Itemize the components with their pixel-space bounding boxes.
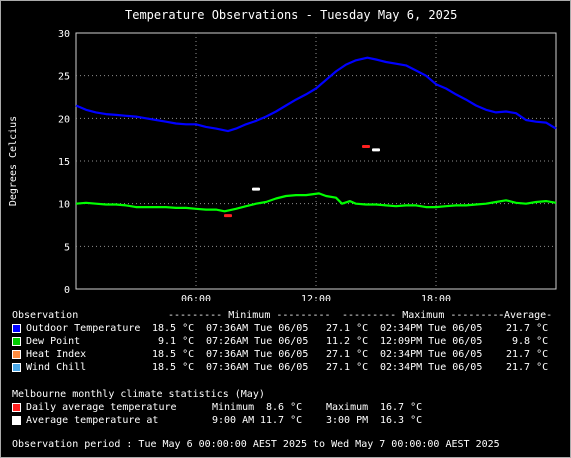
row-name: Dew Point [26, 336, 81, 347]
climate-col1-label: Minimum [212, 402, 255, 413]
climate-swatch [12, 403, 21, 412]
y-axis-label: Degrees Celcius [8, 116, 19, 206]
row-min-time: 07:36AM Tue 06/05 [206, 323, 309, 334]
table-header-minimum: --------- Minimum --------- [168, 310, 331, 321]
x-tick-label: 12:00 [301, 294, 331, 301]
x-tick-label: 06:00 [181, 294, 211, 301]
row-max-value: 11.2 °C [326, 336, 369, 347]
climate-col2-label: Maximum [326, 402, 369, 413]
row-max-time: 02:34PM Tue 06/05 [380, 323, 483, 334]
row-average: 21.7 °C [506, 349, 549, 360]
y-tick-label: 10 [58, 200, 70, 211]
row-min-time: 07:36AM Tue 06/05 [206, 362, 309, 373]
climate-col2-label: 3:00 PM [326, 415, 369, 426]
climate-marker [224, 214, 232, 218]
row-max-value: 27.1 °C [326, 362, 369, 373]
table-header-average: -Average- [498, 310, 553, 321]
y-tick-label: 30 [58, 29, 70, 40]
legend-swatch [12, 337, 21, 346]
legend-swatch [12, 324, 21, 333]
row-max-value: 27.1 °C [326, 349, 369, 360]
table-header-maximum: --------- Maximum --------- [342, 310, 505, 321]
climate-label: Average temperature at [26, 415, 159, 426]
row-max-time: 12:09PM Tue 06/05 [380, 336, 483, 347]
legend-swatch [12, 363, 21, 372]
plot-svg: Degrees Celcius 0 5 10 15 20 25 30 06:00 12:00 18… [8, 29, 557, 301]
climate-col2-value: 16.3 °C [380, 415, 423, 426]
climate-label: Daily average temperature [26, 402, 177, 413]
x-tick-label: 18:00 [421, 294, 451, 301]
series-line-dew-point [75, 192, 557, 213]
y-tick-label: 15 [58, 157, 70, 168]
row-max-value: 27.1 °C [326, 323, 369, 334]
row-min-value: 18.5 °C [152, 323, 195, 334]
row-min-value: 9.1 °C [152, 336, 195, 347]
row-min-time: 07:26AM Tue 06/05 [206, 336, 309, 347]
climate-col1-value: 11.7 °C [260, 415, 303, 426]
series-line-outdoor-temperature [75, 56, 557, 133]
climate-col1-value: 8.6 °C [260, 402, 303, 413]
climate-col2-value: 16.7 °C [380, 402, 423, 413]
row-average: 21.7 °C [506, 323, 549, 334]
climate-swatch [12, 416, 21, 425]
row-max-time: 02:34PM Tue 06/05 [380, 362, 483, 373]
row-min-value: 18.5 °C [152, 362, 195, 373]
row-max-time: 02:34PM Tue 06/05 [380, 349, 483, 360]
climate-marker [362, 144, 370, 148]
row-min-value: 18.5 °C [152, 349, 195, 360]
climate-marker [252, 187, 260, 191]
row-average: 21.7 °C [506, 362, 549, 373]
climate-heading: Melbourne monthly climate statistics (Ma… [12, 389, 265, 400]
climate-col1-label: 9:00 AM [212, 415, 255, 426]
y-tick-label: 25 [58, 72, 70, 83]
climate-marker [372, 148, 380, 152]
y-tick-label: 0 [64, 285, 70, 296]
row-name: Heat Index [26, 349, 87, 360]
row-name: Wind Chill [26, 362, 87, 373]
observation-period: Observation period : Tue May 6 00:00:00 … [12, 439, 500, 450]
legend-swatch [12, 350, 21, 359]
chart-title: Temperature Observations - Tuesday May 6… [125, 8, 458, 22]
row-average: 9.8 °C [506, 336, 549, 347]
row-name: Outdoor Temperature [26, 323, 141, 334]
y-tick-label: 20 [58, 114, 70, 125]
table-header-observation: Observation [12, 310, 79, 321]
row-min-time: 07:36AM Tue 06/05 [206, 349, 309, 360]
y-tick-label: 5 [64, 242, 70, 253]
